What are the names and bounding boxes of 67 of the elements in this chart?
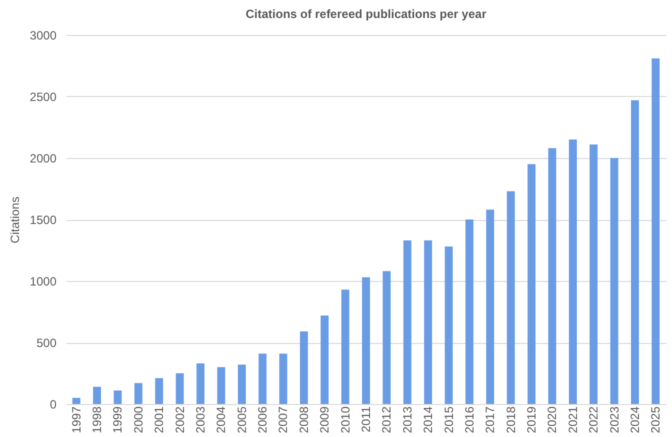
- x-tick-label: 2015: [442, 406, 456, 434]
- x-tick-label: 2014: [421, 406, 436, 434]
- x-tick-label: 2003: [193, 406, 208, 434]
- x-tick-label: 2000: [131, 406, 146, 434]
- bar: [72, 398, 80, 404]
- x-tick-label: 2010: [338, 406, 352, 434]
- bar: [300, 331, 308, 404]
- x-tick-label: 2017: [483, 406, 498, 434]
- bar: [196, 363, 204, 404]
- x-tick-label: 2016: [462, 406, 476, 434]
- bar: [341, 290, 350, 404]
- x-tick-label: 2008: [296, 406, 311, 434]
- y-tick-label: 0: [50, 398, 57, 412]
- y-tick-label: 3000: [30, 28, 57, 42]
- bar: [403, 240, 412, 404]
- bar: [630, 100, 639, 404]
- bar: [155, 378, 164, 404]
- x-tick-label: 2011: [359, 406, 373, 432]
- x-tick-label: 2024: [628, 406, 642, 434]
- bar: [652, 58, 660, 404]
- x-tick-label: 1997: [69, 406, 84, 434]
- bar: [320, 315, 329, 404]
- y-axis-title: Citations: [8, 196, 22, 244]
- x-tick-label: 2006: [256, 406, 270, 434]
- bar: [258, 354, 267, 404]
- y-tick-label: 1500: [30, 213, 57, 227]
- x-tick-label: 1998: [90, 406, 104, 434]
- bar: [548, 148, 556, 404]
- bar: [590, 144, 598, 404]
- x-tick-label: 2021: [566, 406, 580, 434]
- bar: [486, 210, 494, 404]
- x-tick-label: 2023: [607, 406, 622, 434]
- x-tick-label: 2005: [234, 406, 249, 434]
- bar: [424, 240, 432, 404]
- x-tick-label: 2022: [586, 406, 601, 434]
- bar: [279, 354, 288, 404]
- bar: [217, 367, 226, 404]
- chart-title: Citations of refereed publications per year: [246, 7, 487, 21]
- bar: [134, 383, 142, 404]
- bar: [238, 364, 246, 404]
- bar: [506, 191, 515, 404]
- bar: [93, 386, 102, 404]
- x-tick-label: 2004: [214, 406, 228, 434]
- x-tick-label: 2020: [545, 406, 560, 434]
- bar: [444, 246, 453, 404]
- y-tick-label: 500: [36, 336, 57, 350]
- bar: [114, 390, 122, 404]
- x-tick-label: 1999: [110, 406, 125, 434]
- bar: [610, 158, 618, 404]
- y-tick-label: 1000: [30, 274, 57, 288]
- x-tick-label: 2002: [172, 406, 187, 434]
- y-tick-label: 2000: [30, 152, 57, 166]
- bar: [568, 140, 577, 404]
- x-tick-label: 2025: [648, 406, 663, 434]
- bar: [176, 373, 184, 404]
- x-tick-label: 2018: [504, 406, 518, 434]
- x-tick-label: 2009: [318, 406, 332, 434]
- y-tick-label: 2500: [30, 90, 57, 104]
- bar: [465, 220, 474, 404]
- x-tick-label: 2001: [152, 406, 166, 434]
- bar: [362, 277, 370, 404]
- x-tick-label: 2019: [524, 406, 539, 434]
- bar: [528, 164, 536, 404]
- bar: [382, 271, 391, 404]
- x-tick-label: 2007: [276, 406, 290, 434]
- x-tick-label: 2012: [380, 406, 394, 434]
- x-tick-label: 2013: [400, 406, 414, 434]
